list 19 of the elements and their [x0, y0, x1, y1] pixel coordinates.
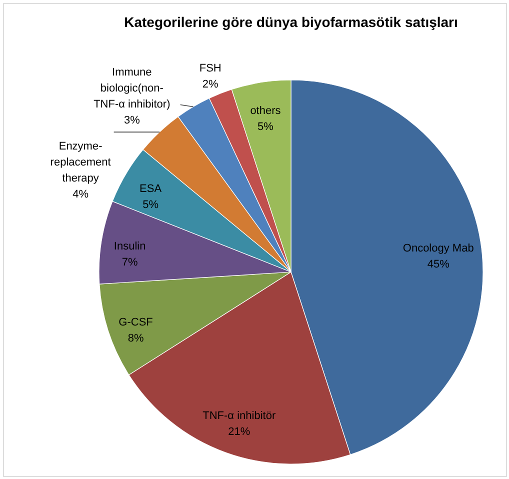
slice-label: FSH — [199, 62, 222, 74]
slice-label: Oncology Mab — [402, 242, 474, 255]
slice-label: ESA — [140, 182, 162, 195]
slice-label: G-CSF — [118, 316, 154, 328]
data-label: 4% — [72, 188, 89, 201]
slice-label: Immune biologic(non-TNF-α inhibitor) — [94, 66, 170, 111]
data-label: 3% — [124, 114, 140, 127]
data-label: 5% — [142, 198, 159, 211]
data-label: 2% — [202, 78, 219, 90]
slice-label: others — [250, 104, 282, 117]
slice-label: TNF-α inhibitör — [202, 410, 276, 422]
data-label: 21% — [228, 426, 250, 438]
slice-label: Enzyme-replacement therapy — [50, 140, 111, 185]
slice-label: Insulin — [114, 240, 146, 252]
data-label: 7% — [122, 256, 138, 268]
data-label: 5% — [258, 120, 274, 133]
chart-title: Kategorilerine göre dünya biyofarmasötik satışları — [124, 14, 458, 30]
data-label: 8% — [128, 332, 144, 344]
data-label: 45% — [427, 258, 450, 271]
